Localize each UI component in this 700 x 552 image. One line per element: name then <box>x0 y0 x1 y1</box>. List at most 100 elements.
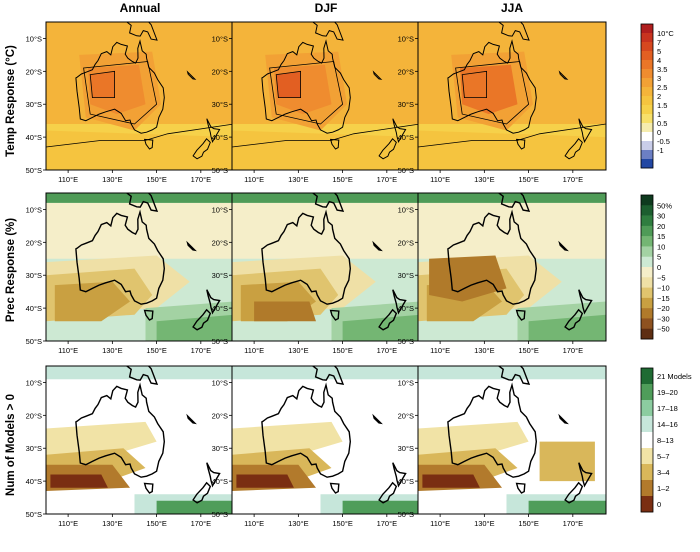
colorbar-swatch <box>641 267 653 278</box>
x-tick-label: 110°E <box>430 519 450 528</box>
y-tick-label: 40°S <box>212 304 228 313</box>
coastline <box>261 382 352 478</box>
y-tick-label: 20°S <box>212 67 228 76</box>
y-tick-label: 50°S <box>212 510 228 519</box>
coastline <box>372 70 383 80</box>
colorbar-swatch <box>641 24 653 34</box>
colorbar-swatch <box>641 256 653 268</box>
panel-frame <box>417 365 607 515</box>
colorbar-swatch <box>641 96 653 106</box>
y-tick-label: 40°S <box>398 477 414 486</box>
colorbar-swatch <box>641 150 653 160</box>
colorbar-frame <box>640 194 654 340</box>
x-tick-label: 150°E <box>146 346 167 355</box>
y-tick-label: 10°S <box>212 205 228 214</box>
x-tick-label: 170°E <box>191 519 212 528</box>
field-region <box>90 71 115 98</box>
x-tick-label: 130°E <box>102 519 123 528</box>
field-shading <box>418 366 606 514</box>
map-panel-temp-2: 110°E 130°E 150°E 170°E 10°S 20°S 30°S 40°S 50°S <box>398 21 607 184</box>
colorbar-swatch <box>641 384 653 401</box>
field-shading <box>232 193 420 341</box>
column-title-djf: DJF <box>315 1 338 15</box>
y-tick-label: 50°S <box>398 510 414 519</box>
row-title-prec: Prec Response (%) <box>5 218 17 322</box>
x-tick-label: 170°E <box>563 346 584 355</box>
coastline <box>378 481 398 504</box>
contour-line <box>275 70 302 98</box>
contour-line <box>455 61 530 125</box>
colorbar-label: 1–2 <box>657 484 670 493</box>
colorbar-swatch <box>641 464 653 481</box>
coastline <box>515 309 526 321</box>
colorbar-label: 5 <box>657 253 661 262</box>
panel-frame <box>417 21 607 171</box>
colorbar-swatch <box>641 33 653 43</box>
field-region <box>422 474 480 488</box>
colorbar-label: 3.5 <box>657 65 667 74</box>
field-region <box>232 421 343 462</box>
coastline <box>192 481 212 504</box>
coastline <box>515 138 526 150</box>
coastline <box>186 413 197 425</box>
x-tick-label: 150°E <box>146 175 167 184</box>
field-shading <box>418 22 606 170</box>
colorbar-swatch <box>641 225 653 237</box>
colorbar-label: 1 <box>657 110 661 119</box>
map-panel-temp-1: 110°E 130°E 150°E 170°E 10°S 20°S 30°S 40°S 50°S <box>212 21 421 184</box>
y-tick-label: 30°S <box>212 100 228 109</box>
row-title-models: Num of Models > 0 <box>5 394 17 496</box>
y-tick-label: 30°S <box>398 100 414 109</box>
coastline <box>75 209 166 305</box>
colorbar-swatch <box>641 159 653 169</box>
colorbar-swatch <box>641 432 653 449</box>
coastline <box>564 308 584 331</box>
x-tick-label: 130°E <box>474 346 495 355</box>
y-tick-label: 20°S <box>212 411 228 420</box>
y-tick-label: 10°S <box>398 34 414 43</box>
colorbar-swatch <box>641 69 653 79</box>
field-region <box>539 441 595 482</box>
coastline <box>143 482 154 494</box>
colorbar-swatch <box>641 368 653 385</box>
y-tick-label: 40°S <box>398 133 414 142</box>
colorbars: 10°C7543.532.521.510.50-0.5-150%30201510… <box>640 23 692 513</box>
y-tick-label: 50°S <box>398 337 414 346</box>
field-region <box>232 193 420 203</box>
colorbar-label: 8–13 <box>657 436 674 445</box>
colorbar-label: 20 <box>657 222 665 231</box>
y-tick-label: 50°S <box>26 337 42 346</box>
colorbar-label: 15 <box>657 232 665 241</box>
coastline <box>578 289 593 315</box>
field-region <box>156 500 234 514</box>
colorbar-swatch <box>641 318 653 330</box>
row-title-temp: Temp Response (°C) <box>5 45 17 157</box>
column-title-jja: JJA <box>501 1 523 15</box>
colorbar-frame <box>640 23 654 169</box>
coastline <box>206 289 221 315</box>
colorbar-swatch <box>641 236 653 247</box>
colorbar-swatch <box>641 496 653 513</box>
x-tick-label: 130°E <box>102 346 123 355</box>
coastline <box>143 309 154 321</box>
y-tick-label: 10°S <box>26 205 42 214</box>
colorbar-swatch <box>641 308 653 319</box>
x-tick-label: 150°E <box>332 519 353 528</box>
colorbar-label: −5 <box>657 273 666 282</box>
x-tick-label: 170°E <box>377 346 398 355</box>
colorbar-swatch <box>641 105 653 115</box>
colorbar-label: 0 <box>657 500 661 509</box>
field-region <box>54 281 130 322</box>
x-tick-label: 170°E <box>191 346 212 355</box>
colorbar-swatch <box>641 246 653 258</box>
y-tick-label: 20°S <box>26 238 42 247</box>
contour-line <box>461 70 488 98</box>
y-tick-label: 30°S <box>212 271 228 280</box>
x-tick-label: 170°E <box>563 519 584 528</box>
colorbar-label: 1.5 <box>657 101 667 110</box>
y-tick-label: 50°S <box>26 510 42 519</box>
x-tick-label: 170°E <box>191 175 212 184</box>
field-region <box>418 366 606 380</box>
coastline <box>261 209 352 305</box>
